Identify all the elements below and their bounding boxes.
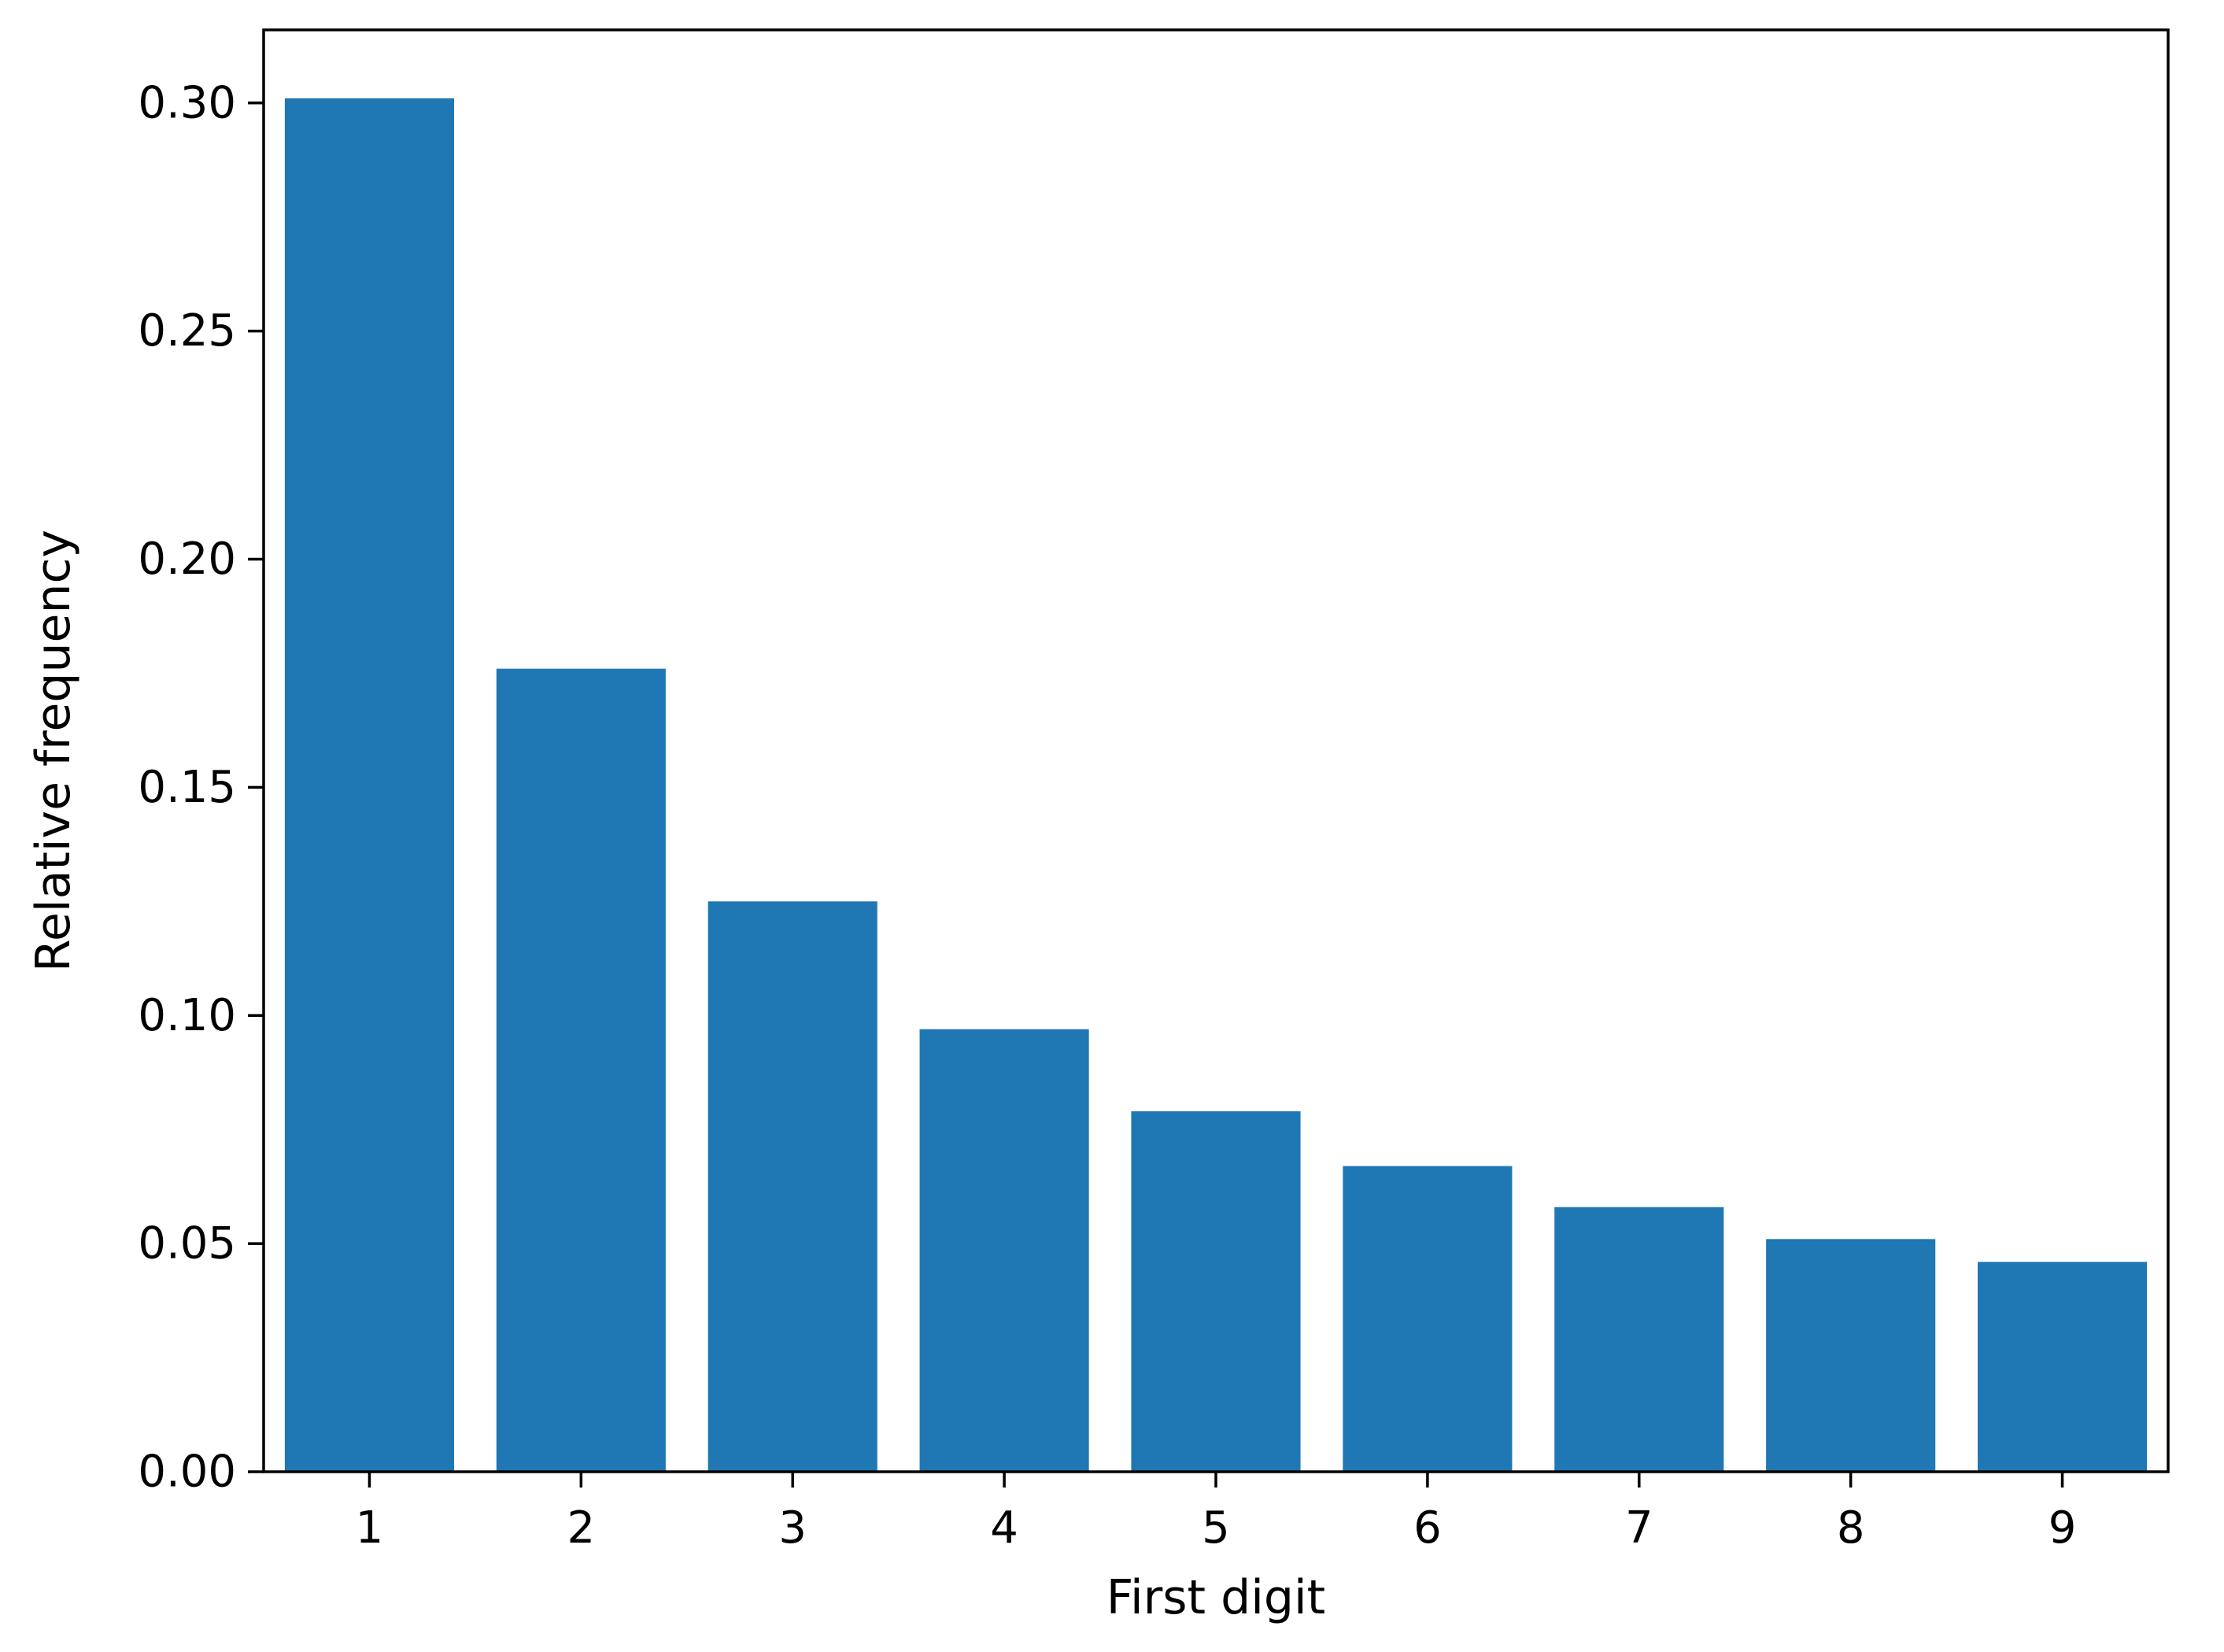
bar-digit-7 <box>1554 1207 1724 1472</box>
x-axis-ticks: 1 2 3 4 5 6 7 8 9 <box>356 1472 2077 1554</box>
y-tick-label: 0.00 <box>138 1447 236 1498</box>
bar-digit-3 <box>707 901 877 1472</box>
y-axis-label: Relative frequency <box>26 530 81 972</box>
y-tick-label: 0.25 <box>138 305 236 357</box>
y-tick-label: 0.05 <box>138 1218 236 1269</box>
bar-digit-6 <box>1343 1166 1513 1472</box>
x-tick-label: 9 <box>2049 1502 2077 1554</box>
x-tick-label: 3 <box>778 1502 807 1554</box>
x-tick-label: 7 <box>1625 1502 1653 1554</box>
x-tick-label: 4 <box>990 1502 1018 1554</box>
x-tick-label: 6 <box>1413 1502 1442 1554</box>
bar-digit-4 <box>919 1029 1089 1472</box>
bar-digit-2 <box>496 668 666 1472</box>
bar-digit-1 <box>284 98 454 1472</box>
y-tick-label: 0.10 <box>138 990 236 1041</box>
plot-frame <box>262 28 2170 1473</box>
x-tick-label: 5 <box>1202 1502 1230 1554</box>
y-tick-label: 0.20 <box>138 534 236 585</box>
bar-digit-9 <box>1978 1262 2148 1472</box>
x-axis-label: First digit <box>1106 1570 1325 1625</box>
y-axis-ticks: 0.00 0.05 0.10 0.15 0.20 0.25 0.30 <box>138 77 264 1498</box>
bar-digit-8 <box>1766 1239 1936 1472</box>
y-tick-label: 0.30 <box>138 77 236 128</box>
x-tick-label: 1 <box>356 1502 384 1554</box>
x-tick-label: 8 <box>1837 1502 1865 1554</box>
y-tick-label: 0.15 <box>138 762 236 813</box>
bars-group <box>284 98 2148 1472</box>
x-tick-label: 2 <box>567 1502 596 1554</box>
bar-digit-5 <box>1131 1111 1301 1472</box>
